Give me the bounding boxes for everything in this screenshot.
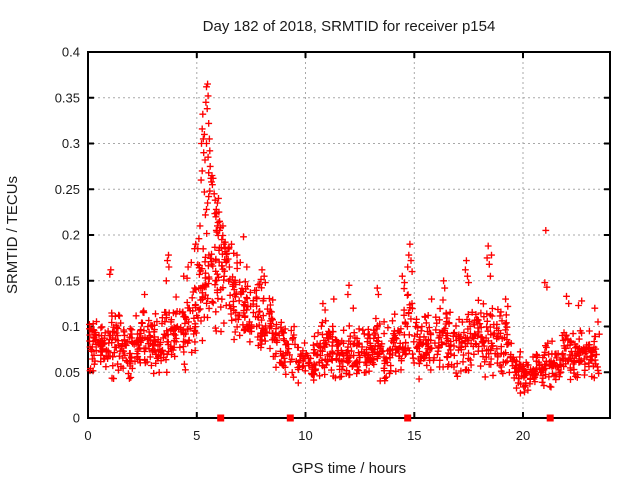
y-tick-label: 0.25 [55,182,80,197]
x-tick-label: 15 [407,428,421,443]
zero-flag-markers [217,414,554,422]
x-tick-label: 20 [516,428,530,443]
y-tick-label: 0.15 [55,273,80,288]
zero-flag-square [217,414,225,422]
y-tick-label: 0.35 [55,90,80,105]
x-tick-label: 0 [84,428,91,443]
zero-flag-square [404,414,412,422]
x-axis-label: GPS time / hours [292,460,406,477]
y-tick-label: 0.3 [62,136,80,151]
x-tick-label: 5 [193,428,200,443]
axis-ticks [87,51,610,419]
plot-area: 0 5 10 15 20 0 0.05 0.1 0.15 0.2 0.25 0.3 0.35 0.4 [55,45,611,443]
zero-flag-square [286,414,294,422]
y-tick-label: 0.05 [55,365,80,380]
x-tick-label: 10 [298,428,312,443]
y-tick-label: 0.1 [62,319,80,334]
y-tick-label: 0.2 [62,228,80,243]
y-tick-label: 0.4 [62,45,80,60]
chart-title: Day 182 of 2018, SRMTID for receiver p15… [203,18,496,35]
y-tick-label: 0 [73,411,80,426]
zero-flag-square [546,414,554,422]
scatter-points [86,80,603,397]
y-axis-label: SRMTID / TECUs [4,176,21,294]
